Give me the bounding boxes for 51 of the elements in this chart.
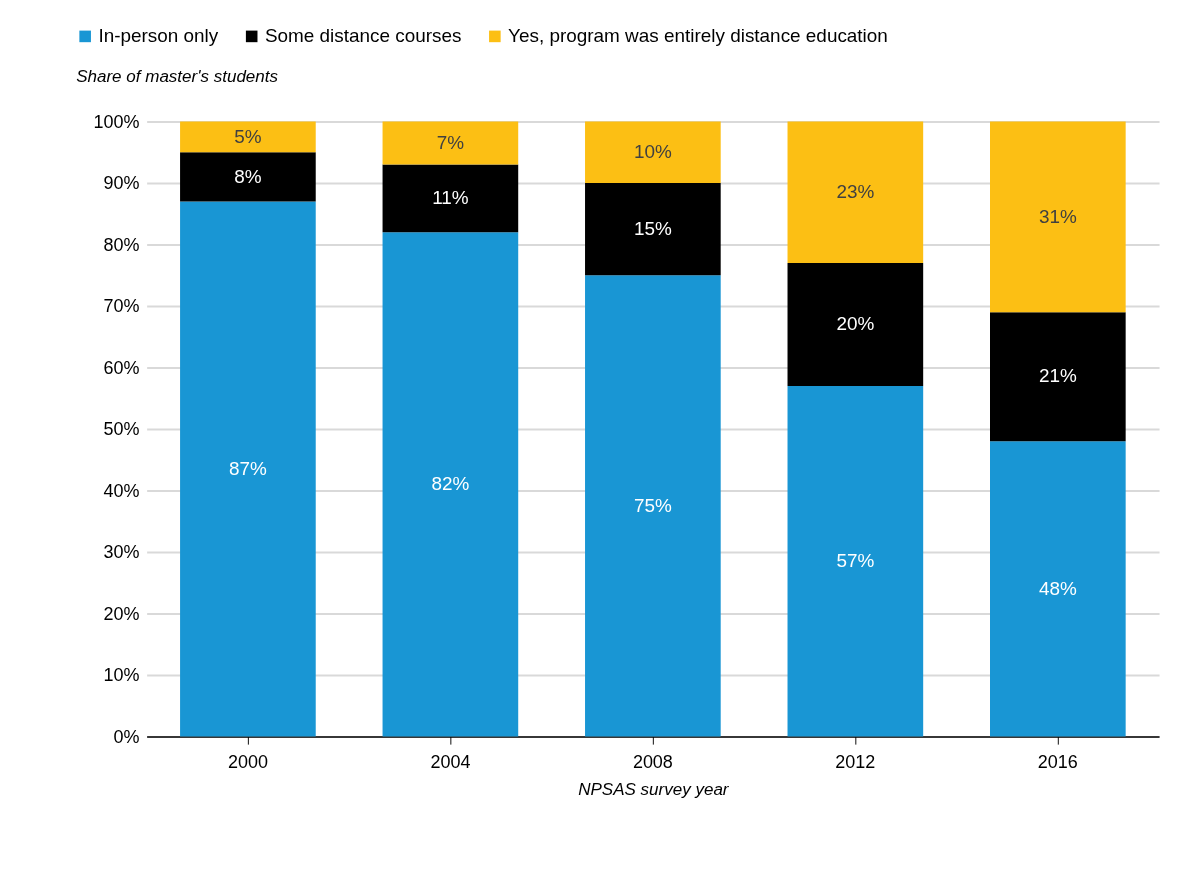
x-tick-label: 2004: [430, 752, 471, 773]
y-tick-label: 60%: [103, 357, 140, 378]
bar: [787, 121, 924, 263]
data-label: 87%: [228, 457, 268, 479]
x-tick-label: 2012: [835, 752, 876, 773]
bar: [180, 201, 316, 737]
y-tick-label: 70%: [103, 296, 140, 317]
y-tick-label: 100%: [93, 111, 140, 132]
legend-label: In-person only: [98, 25, 219, 47]
bar: [382, 164, 519, 233]
bar: [180, 152, 316, 202]
bar: [585, 275, 721, 737]
x-tick-label: 2000: [227, 752, 268, 773]
y-tick-label: 50%: [103, 419, 140, 440]
bar: [787, 386, 924, 737]
y-tick-label: 90%: [103, 173, 140, 194]
x-tick-label: 2016: [1037, 752, 1078, 773]
data-label: 15%: [633, 217, 672, 239]
data-label: 82%: [431, 473, 470, 495]
data-label: 48%: [1038, 577, 1077, 599]
data-label: 11%: [432, 187, 469, 209]
bar: [990, 441, 1126, 737]
y-tick-label: 30%: [103, 542, 140, 563]
y-tick-label: 0%: [113, 726, 140, 747]
legend-label: Yes, program was entirely distance education: [508, 25, 888, 47]
bar: [990, 312, 1126, 442]
data-label: 31%: [1038, 205, 1077, 227]
x-axis-title: NPSAS survey year: [578, 779, 730, 799]
bar: [585, 121, 721, 184]
y-tick-label: 40%: [103, 480, 140, 501]
bar: [180, 121, 316, 153]
data-label: 20%: [836, 313, 875, 335]
data-label: 5%: [234, 125, 262, 147]
bar: [585, 183, 721, 276]
bar: [382, 121, 519, 165]
data-label: 21%: [1038, 365, 1077, 387]
bar: [990, 121, 1126, 313]
data-label: 75%: [633, 494, 672, 516]
y-axis-title: Share of master's students: [76, 67, 279, 87]
legend-label: Some distance courses: [264, 25, 462, 47]
data-label: 7%: [436, 131, 465, 153]
y-tick-label: 20%: [103, 603, 140, 624]
bar: [787, 263, 924, 387]
y-tick-label: 80%: [103, 234, 140, 255]
bar: [382, 232, 519, 737]
data-label: 57%: [836, 549, 875, 571]
data-label: 23%: [836, 180, 875, 202]
data-label: 8%: [234, 165, 262, 187]
y-tick-label: 10%: [103, 665, 140, 686]
data-label: 10%: [633, 140, 672, 162]
x-tick-label: 2008: [632, 752, 673, 773]
